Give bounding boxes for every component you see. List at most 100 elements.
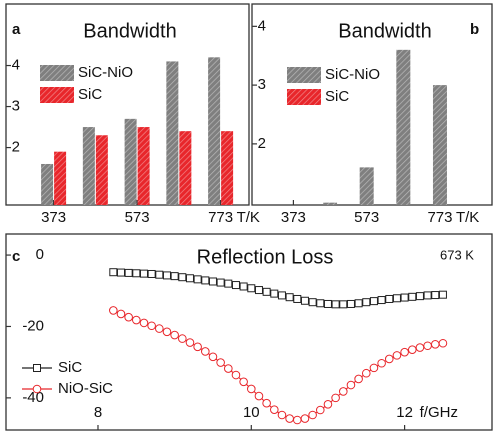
bar: [208, 57, 221, 205]
marker: [116, 309, 126, 319]
marker: [277, 291, 286, 300]
legend-label: SiC: [78, 86, 102, 103]
panel-label: a: [12, 21, 21, 38]
marker: [392, 294, 401, 303]
marker: [216, 278, 225, 287]
bar: [124, 118, 137, 205]
marker: [270, 289, 279, 298]
marker: [292, 415, 302, 425]
x-axis-label: T/K: [456, 209, 479, 226]
marker: [369, 363, 379, 373]
marker: [346, 380, 356, 390]
marker: [369, 297, 378, 306]
marker: [155, 270, 164, 279]
legend-label: SiC-NiO: [325, 66, 380, 83]
marker: [277, 410, 287, 420]
marker: [254, 391, 264, 401]
legend-swatch: [287, 89, 321, 105]
marker: [438, 290, 447, 299]
bar: [396, 49, 411, 206]
bar: [432, 85, 447, 205]
x-axis-label: T/K: [237, 209, 260, 226]
bar: [82, 127, 95, 205]
marker: [224, 279, 233, 288]
marker: [423, 291, 432, 300]
x-tick-label: 573: [354, 209, 379, 226]
marker: [377, 358, 386, 368]
marker: [323, 299, 332, 308]
legend-label: SiC: [58, 359, 82, 376]
bar: [137, 127, 150, 205]
marker: [315, 405, 325, 415]
marker: [147, 269, 156, 278]
marker: [400, 293, 409, 302]
legend-swatch: [40, 87, 74, 103]
marker: [407, 345, 417, 354]
marker: [431, 291, 440, 300]
marker: [155, 324, 164, 333]
marker: [132, 269, 141, 278]
marker: [285, 414, 294, 423]
marker: [300, 296, 309, 305]
marker: [193, 342, 202, 352]
bar: [359, 167, 374, 205]
marker: [323, 399, 333, 409]
marker: [216, 358, 225, 367]
marker: [430, 340, 440, 349]
marker: [109, 306, 118, 315]
marker: [185, 338, 195, 347]
x-tick-label: 12: [396, 404, 413, 421]
marker: [124, 312, 133, 322]
y-tick-label: -40: [22, 389, 44, 406]
annotation: 673 K: [440, 247, 474, 262]
marker: [247, 284, 256, 293]
bar: [95, 135, 108, 205]
legend-swatch: [287, 67, 321, 83]
marker: [116, 268, 125, 277]
legend-label: SiC-NiO: [78, 64, 133, 81]
bar: [54, 151, 67, 205]
x-tick-label: 10: [243, 404, 260, 421]
marker: [308, 298, 317, 307]
y-tick-label: 2: [258, 135, 266, 152]
x-tick-label: 373: [281, 209, 306, 226]
marker: [331, 300, 340, 309]
y-tick-label: 3: [12, 98, 20, 115]
x-axis-label: f/GHz: [420, 404, 458, 421]
marker: [254, 286, 263, 295]
marker: [361, 368, 371, 378]
marker: [354, 374, 363, 384]
x-tick-label: 573: [125, 209, 150, 226]
legend-label: SiC: [325, 88, 349, 105]
y-tick-label: 4: [258, 17, 266, 34]
marker: [354, 299, 363, 308]
marker: [316, 299, 325, 308]
marker: [224, 364, 233, 373]
marker: [423, 341, 432, 351]
bar: [166, 61, 179, 205]
x-tick-label: 8: [94, 404, 102, 421]
marker: [415, 292, 424, 301]
x-tick-label: 773: [427, 209, 452, 226]
marker: [170, 272, 179, 281]
marker: [331, 393, 340, 403]
bar: [179, 131, 192, 205]
bar: [221, 131, 234, 205]
marker: [109, 268, 118, 277]
marker: [362, 298, 371, 307]
marker: [262, 398, 271, 408]
marker: [385, 294, 394, 303]
marker: [308, 410, 317, 420]
marker: [139, 318, 149, 328]
x-tick-label: 373: [41, 209, 66, 226]
marker: [231, 281, 240, 290]
marker: [170, 330, 179, 340]
marker: [377, 296, 386, 305]
marker: [178, 334, 187, 343]
marker: [269, 405, 279, 414]
legend-marker: [32, 384, 42, 394]
marker: [285, 293, 294, 302]
y-tick-label: -20: [22, 317, 44, 334]
chart-title: Bandwidth: [338, 20, 431, 42]
